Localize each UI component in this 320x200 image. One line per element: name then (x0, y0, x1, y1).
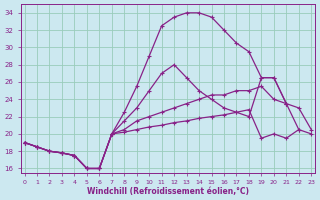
X-axis label: Windchill (Refroidissement éolien,°C): Windchill (Refroidissement éolien,°C) (87, 187, 249, 196)
